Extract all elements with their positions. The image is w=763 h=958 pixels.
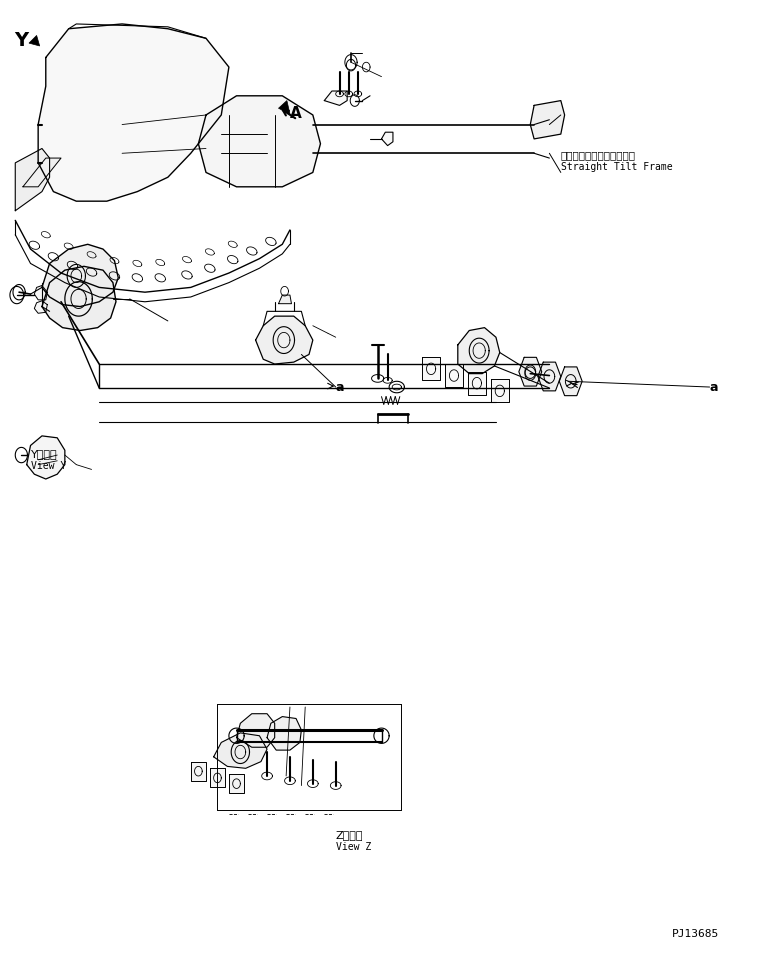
Polygon shape [210, 768, 225, 787]
Polygon shape [491, 379, 509, 402]
Polygon shape [382, 132, 393, 146]
Polygon shape [42, 266, 116, 331]
Polygon shape [27, 436, 65, 479]
Polygon shape [519, 357, 542, 386]
Polygon shape [34, 301, 47, 313]
Polygon shape [278, 295, 291, 304]
Polygon shape [34, 285, 47, 300]
Polygon shape [237, 714, 275, 747]
Text: Straight Tilt Frame: Straight Tilt Frame [561, 162, 672, 171]
Text: PJ13685: PJ13685 [671, 929, 719, 939]
Text: View Y: View Y [31, 461, 66, 470]
Polygon shape [198, 96, 320, 187]
Text: Z　　視: Z 視 [336, 831, 363, 840]
Polygon shape [23, 158, 61, 187]
Polygon shape [256, 316, 313, 364]
Text: a: a [710, 380, 718, 394]
Polygon shape [458, 328, 500, 374]
Text: a: a [336, 380, 344, 394]
Text: View Z: View Z [336, 842, 371, 852]
Polygon shape [214, 733, 267, 768]
Polygon shape [229, 774, 244, 793]
Polygon shape [530, 101, 565, 139]
Polygon shape [15, 148, 50, 211]
Text: Y　　視: Y 視 [31, 449, 57, 459]
Polygon shape [445, 364, 463, 387]
Polygon shape [191, 762, 206, 781]
Polygon shape [29, 35, 40, 46]
Polygon shape [538, 362, 561, 391]
Polygon shape [559, 367, 582, 396]
Polygon shape [42, 244, 118, 307]
Polygon shape [267, 717, 301, 750]
Text: Y: Y [14, 31, 28, 50]
Polygon shape [468, 372, 486, 395]
Polygon shape [278, 101, 290, 114]
Polygon shape [422, 357, 440, 380]
Text: ストレートチルトフレーム: ストレートチルトフレーム [561, 150, 636, 160]
Polygon shape [324, 91, 347, 105]
Text: A: A [290, 105, 301, 121]
Polygon shape [38, 24, 229, 201]
